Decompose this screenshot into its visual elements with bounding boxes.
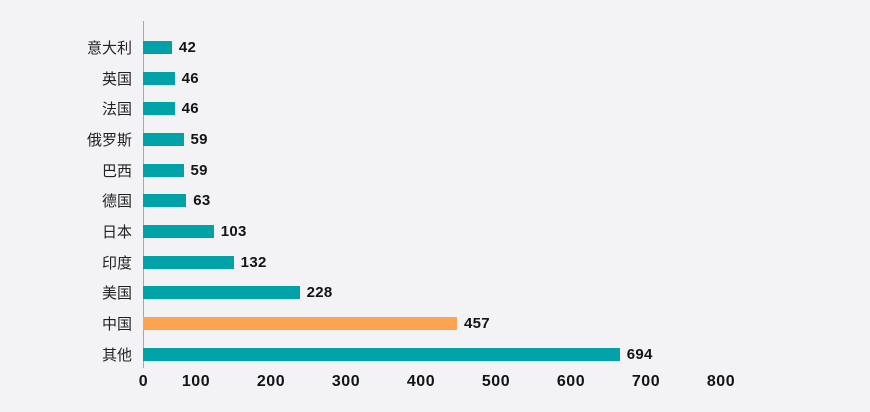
bar <box>143 163 184 177</box>
value-label: 694 <box>626 345 653 363</box>
x-tick-label: 0 <box>138 373 149 390</box>
category-label: 英国 <box>101 70 132 88</box>
value-label: 103 <box>220 223 247 241</box>
bar <box>143 225 214 239</box>
bar-row: 日本 103 <box>0 216 870 247</box>
category-label: 意大利 <box>86 39 132 57</box>
bar <box>143 194 187 208</box>
bar <box>143 286 300 300</box>
category-label: 巴西 <box>101 162 132 180</box>
bar-row: 德国 63 <box>0 186 870 217</box>
x-tick-label: 600 <box>556 373 586 390</box>
bar <box>143 40 172 54</box>
value-label: 457 <box>463 315 490 333</box>
x-tick-label: 200 <box>256 373 286 390</box>
category-label: 德国 <box>101 193 132 211</box>
bar-row: 其他 694 <box>0 339 870 370</box>
value-label: 132 <box>240 253 267 271</box>
category-label: 俄罗斯 <box>86 131 132 149</box>
bar <box>143 132 184 146</box>
category-label: 美国 <box>101 285 132 303</box>
category-label: 日本 <box>101 224 132 242</box>
category-label: 其他 <box>101 346 132 364</box>
bar <box>143 347 620 361</box>
x-tick-label: 700 <box>631 373 661 390</box>
value-label: 46 <box>181 100 199 118</box>
value-label: 42 <box>178 38 197 56</box>
value-label: 63 <box>193 192 211 210</box>
value-label: 46 <box>181 69 199 87</box>
bar <box>143 317 457 331</box>
bar <box>143 71 175 85</box>
x-tick-label: 100 <box>181 373 211 390</box>
value-label: 59 <box>190 161 208 179</box>
bar-row: 俄罗斯 59 <box>0 124 870 155</box>
bar-row: 巴西 59 <box>0 155 870 186</box>
x-tick-label: 500 <box>481 373 511 390</box>
x-tick-label: 400 <box>406 373 436 390</box>
category-label: 印度 <box>101 254 132 272</box>
x-tick-label: 300 <box>331 373 361 390</box>
bar <box>143 102 175 116</box>
bar-row: 意大利 42 <box>0 32 870 63</box>
bar <box>143 255 234 269</box>
bar-row: 中国 457 <box>0 308 870 339</box>
bar-row: 印度 132 <box>0 247 870 278</box>
value-label: 59 <box>190 130 208 148</box>
category-label: 中国 <box>101 316 132 334</box>
x-tick-label: 800 <box>706 373 736 390</box>
bar-row: 美国 228 <box>0 278 870 309</box>
bar-row: 英国 46 <box>0 63 870 94</box>
category-label: 法国 <box>101 101 132 119</box>
bar-row: 法国 46 <box>0 93 870 124</box>
value-label: 228 <box>306 284 333 302</box>
